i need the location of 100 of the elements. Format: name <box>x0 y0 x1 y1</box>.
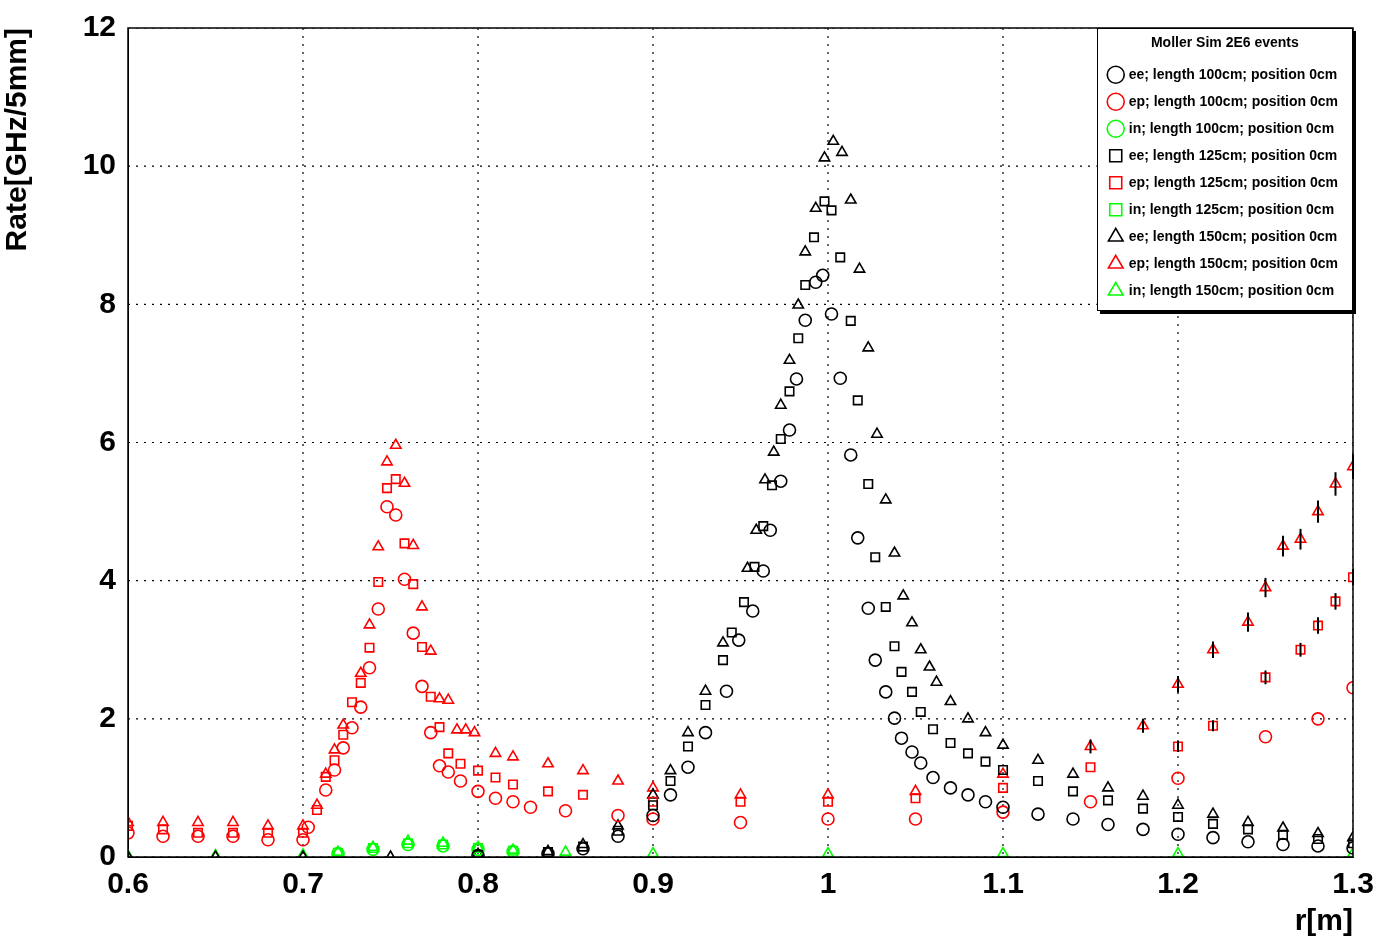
y-tick-label: 8 <box>99 285 116 319</box>
point <box>336 741 351 755</box>
point <box>1136 822 1150 837</box>
point <box>1242 815 1254 827</box>
point <box>896 666 907 677</box>
x-tick-label: 1.3 <box>1332 866 1374 900</box>
point <box>850 531 865 545</box>
point <box>782 423 797 437</box>
point <box>1294 532 1307 544</box>
point <box>879 493 892 504</box>
point <box>1277 539 1289 550</box>
point <box>822 788 834 799</box>
point <box>399 538 410 549</box>
point <box>424 644 437 655</box>
x-tick-label: 1 <box>819 866 837 900</box>
point <box>1083 794 1098 809</box>
point <box>1259 580 1272 592</box>
point <box>1311 839 1325 853</box>
point <box>853 262 866 273</box>
point <box>1172 811 1184 822</box>
point <box>979 725 992 737</box>
point <box>338 729 349 740</box>
point <box>766 480 778 491</box>
point <box>647 788 659 799</box>
point <box>372 540 385 551</box>
point <box>726 627 737 638</box>
point <box>862 341 875 352</box>
point <box>373 577 384 588</box>
legend-label: ep; length 125cm; position 0cm <box>1128 173 1338 190</box>
y-tick-label: 4 <box>99 561 117 595</box>
point <box>319 767 332 778</box>
point <box>997 846 1009 857</box>
point <box>734 788 747 799</box>
point <box>1260 672 1271 683</box>
point <box>1312 620 1324 631</box>
point <box>827 134 840 146</box>
point <box>906 686 918 697</box>
point <box>468 725 481 737</box>
point <box>442 693 455 704</box>
point <box>758 521 769 532</box>
point <box>471 784 485 799</box>
point <box>1330 596 1341 607</box>
point <box>1207 720 1219 731</box>
legend-label: in; length 125cm; position 0cm <box>1128 200 1335 217</box>
point <box>507 750 519 761</box>
point <box>773 474 788 488</box>
point <box>663 788 678 802</box>
point <box>1171 827 1185 841</box>
point <box>381 483 393 494</box>
legend-label: in; length 100cm; position 0cm <box>1128 119 1335 136</box>
point <box>507 779 519 790</box>
point <box>453 774 468 788</box>
point <box>843 448 858 462</box>
point <box>1137 718 1149 730</box>
point <box>824 307 839 321</box>
point <box>819 196 830 207</box>
point <box>506 794 520 809</box>
point <box>945 737 956 749</box>
point <box>717 655 729 666</box>
y-tick-label: 6 <box>99 423 116 457</box>
point <box>682 741 694 752</box>
point <box>1207 807 1219 818</box>
y-tick-label: 10 <box>82 147 116 181</box>
point <box>944 694 957 706</box>
point <box>836 145 848 157</box>
point <box>416 600 428 611</box>
point <box>1241 835 1255 849</box>
legend-label: ee; length 125cm; position 0cm <box>1128 146 1338 163</box>
point <box>741 561 754 573</box>
point <box>913 756 928 770</box>
point <box>397 572 412 587</box>
point <box>905 745 919 759</box>
point <box>784 386 795 397</box>
point <box>381 455 393 466</box>
point <box>490 772 501 783</box>
point <box>889 641 900 652</box>
point <box>1084 739 1097 751</box>
point <box>910 793 921 804</box>
point <box>355 677 366 688</box>
y-tick-label: 2 <box>99 700 116 734</box>
point <box>719 684 734 698</box>
point <box>559 845 572 856</box>
point <box>908 812 923 826</box>
point <box>612 774 624 785</box>
point <box>346 697 358 708</box>
point <box>1277 829 1289 840</box>
point <box>558 803 573 818</box>
point <box>1172 798 1184 809</box>
point <box>192 815 204 827</box>
point <box>774 398 787 409</box>
point <box>157 824 169 835</box>
point <box>407 538 420 550</box>
point <box>612 825 624 836</box>
x-axis-title: r[m] <box>1294 903 1353 937</box>
point <box>897 589 910 600</box>
point <box>961 788 975 802</box>
x-tick-label: 1.2 <box>1157 866 1199 900</box>
point <box>759 473 771 484</box>
point <box>1329 477 1342 488</box>
point <box>833 371 848 386</box>
